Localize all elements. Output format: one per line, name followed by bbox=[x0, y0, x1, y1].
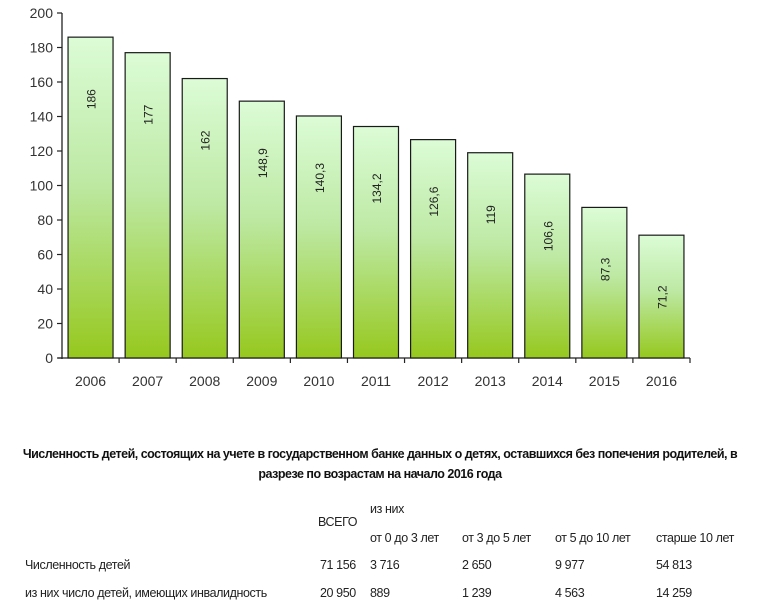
row-cell: 2 650 bbox=[462, 558, 492, 572]
y-tick-label: 120 bbox=[30, 143, 54, 159]
row-label: Численность детей bbox=[25, 558, 131, 572]
row-cell: 14 259 bbox=[656, 586, 692, 600]
row-cell: 54 813 bbox=[656, 558, 692, 572]
row-total: 71 156 bbox=[320, 558, 356, 572]
y-tick-label: 20 bbox=[37, 316, 53, 332]
row-cell: 3 716 bbox=[370, 558, 400, 572]
x-tick-label: 2011 bbox=[361, 373, 391, 389]
bar-data-label: 106,6 bbox=[541, 221, 555, 251]
bar-chart: 0 20 40 60 80 100 120 140 160 180 200 2006 2007 2008 2… bbox=[30, 5, 691, 389]
y-tick-label: 140 bbox=[30, 109, 54, 125]
row-cell: 4 563 bbox=[555, 586, 585, 600]
table-title-line2: разрезе по возрастам на начало 2016 года bbox=[258, 467, 502, 481]
x-tick-label: 2015 bbox=[589, 373, 620, 389]
bar bbox=[638, 234, 685, 359]
bar bbox=[124, 52, 171, 359]
bar bbox=[581, 206, 628, 359]
y-tick-label: 160 bbox=[30, 74, 54, 90]
header-group: из них bbox=[370, 502, 404, 516]
column-header: старше 10 лет bbox=[656, 531, 734, 545]
row-label: из них число детей, имеющих инвалидность bbox=[25, 586, 267, 600]
row-cell: 9 977 bbox=[555, 558, 585, 572]
x-tick-label: 2014 bbox=[532, 373, 563, 389]
y-tick-label: 200 bbox=[30, 5, 54, 21]
row-cell: 1 239 bbox=[462, 586, 492, 600]
column-header: от 0 до 3 лет bbox=[370, 531, 439, 545]
bar-data-label: 186 bbox=[85, 89, 99, 109]
bar-data-label: 148,9 bbox=[256, 148, 270, 178]
bar bbox=[352, 125, 400, 359]
bar-data-label: 87,3 bbox=[598, 257, 612, 281]
bar-data-label: 177 bbox=[142, 104, 156, 124]
bar bbox=[181, 77, 228, 359]
bar-data-label: 134,2 bbox=[370, 173, 384, 203]
x-tick-label: 2012 bbox=[418, 373, 449, 389]
x-tick-label: 2010 bbox=[303, 373, 334, 389]
bar bbox=[67, 36, 114, 359]
header-total: ВСЕГО bbox=[318, 515, 358, 529]
y-tick-label: 100 bbox=[30, 178, 54, 194]
x-tick-label: 2013 bbox=[475, 373, 506, 389]
row-cell: 889 bbox=[370, 586, 390, 600]
table-title-line1: Численность детей, состоящих на учете в … bbox=[22, 447, 738, 461]
y-tick-label: 60 bbox=[37, 247, 53, 263]
bar-data-label: 71,2 bbox=[655, 285, 669, 309]
x-tick-label: 2009 bbox=[246, 373, 277, 389]
column-header: от 5 до 10 лет bbox=[555, 531, 631, 545]
y-tick-label: 40 bbox=[37, 281, 53, 297]
bar-data-label: 140,3 bbox=[313, 163, 327, 193]
bar bbox=[295, 115, 343, 359]
x-tick-label: 2016 bbox=[646, 373, 677, 389]
y-tick-label: 0 bbox=[45, 350, 53, 366]
y-tick-label: 80 bbox=[37, 212, 53, 228]
column-header: от 3 до 5 лет bbox=[462, 531, 531, 545]
bar bbox=[409, 139, 457, 359]
bar-data-label: 119 bbox=[484, 205, 498, 224]
bar-data-label: 126,6 bbox=[427, 186, 441, 216]
bar bbox=[238, 100, 285, 359]
bar bbox=[524, 173, 571, 359]
x-tick-label: 2008 bbox=[189, 373, 220, 389]
x-tick-label: 2007 bbox=[132, 373, 163, 389]
bar-data-label: 162 bbox=[199, 130, 213, 150]
bar bbox=[467, 152, 514, 359]
x-tick-label: 2006 bbox=[75, 373, 106, 389]
row-total: 20 950 bbox=[320, 586, 356, 600]
y-tick-label: 180 bbox=[30, 40, 54, 56]
